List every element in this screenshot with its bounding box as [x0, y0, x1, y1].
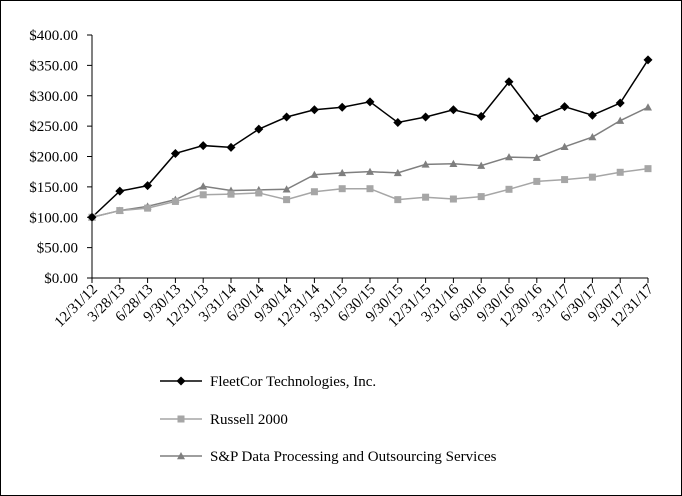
data-point-series-1	[477, 193, 485, 201]
data-point-series-2	[505, 153, 513, 161]
data-point-series-2	[588, 133, 597, 141]
data-point-series-0	[393, 117, 403, 127]
legend-label: FleetCor Technologies, Inc.	[210, 374, 376, 390]
data-point-series-1	[616, 168, 624, 176]
data-point-series-1	[310, 188, 318, 196]
data-point-series-2	[477, 161, 486, 169]
data-point-series-1	[199, 191, 207, 199]
data-point-series-1	[644, 165, 652, 173]
data-point-series-0	[143, 181, 153, 191]
y-tick-label: $350.00	[29, 58, 78, 74]
data-point-series-0	[421, 112, 431, 122]
data-point-series-2	[199, 182, 208, 190]
data-point-series-0	[532, 113, 542, 123]
data-point-series-0	[170, 148, 180, 158]
data-point-series-2	[393, 168, 402, 177]
data-point-series-0	[365, 97, 375, 107]
data-point-series-1	[449, 195, 457, 203]
data-point-series-1	[144, 204, 152, 212]
data-point-series-1	[422, 193, 430, 201]
series-lines	[91, 59, 649, 218]
y-tick-label: $300.00	[29, 89, 78, 105]
data-point-series-0	[254, 124, 264, 134]
data-point-series-0	[309, 105, 319, 115]
data-point-series-1	[171, 197, 179, 205]
data-point-series-0	[337, 102, 347, 112]
data-point-series-0	[615, 98, 625, 108]
data-point-series-1	[588, 173, 596, 181]
legend-marker	[176, 376, 186, 386]
y-tick-label: $0.00	[44, 271, 78, 287]
data-point-series-0	[115, 186, 125, 196]
data-point-series-1	[116, 207, 124, 215]
series-line-0	[91, 59, 649, 218]
data-point-series-0	[226, 142, 236, 152]
data-point-series-2	[532, 153, 541, 161]
y-axis-ticks: $0.00 $50.00 $100.00 $150.00 $200.00 $250.00 $…	[29, 28, 92, 287]
data-point-series-0	[560, 102, 570, 112]
legend-marker	[177, 452, 185, 460]
data-point-series-2	[560, 142, 569, 150]
data-point-series-0	[198, 141, 208, 151]
data-point-series-0	[504, 77, 514, 87]
y-tick-label: $150.00	[29, 180, 78, 196]
data-point-series-1	[366, 185, 374, 193]
y-tick-label: $250.00	[29, 119, 78, 135]
data-point-series-2	[421, 160, 430, 168]
data-point-series-1	[227, 190, 235, 198]
data-point-series-1	[533, 177, 541, 185]
data-point-series-0	[282, 112, 292, 122]
legend-label: Russell 2000	[210, 412, 288, 428]
series-line-1	[91, 167, 649, 218]
data-point-series-2	[616, 116, 625, 124]
data-point-series-0	[587, 110, 597, 120]
data-point-series-1	[394, 196, 402, 204]
y-tick-label: $100.00	[29, 210, 78, 226]
legend-marker	[177, 415, 185, 423]
series-markers	[87, 55, 653, 222]
legend-label: S&P Data Processing and Outsourcing Serv…	[210, 449, 497, 465]
y-tick-label: $50.00	[37, 241, 78, 257]
data-point-series-1	[255, 189, 263, 197]
data-point-series-0	[476, 111, 486, 121]
legend: FleetCor Technologies, Inc. Russell 2000 S…	[160, 374, 497, 465]
data-point-series-2	[310, 170, 319, 178]
x-axis-ticks: 12/31/123/28/136/28/139/30/1312/31/133/3…	[52, 278, 657, 331]
data-point-series-0	[448, 105, 458, 115]
data-point-series-2	[449, 159, 458, 167]
data-point-series-1	[505, 185, 513, 193]
data-point-series-2	[644, 103, 652, 111]
y-tick-label: $400.00	[29, 28, 78, 44]
data-point-series-2	[366, 167, 374, 175]
data-point-series-1	[283, 196, 291, 204]
data-point-series-2	[282, 185, 291, 193]
data-point-series-0	[643, 55, 653, 65]
data-point-series-1	[561, 176, 569, 184]
y-tick-label: $200.00	[29, 150, 78, 166]
data-point-series-1	[338, 185, 346, 193]
data-point-series-2	[338, 168, 347, 177]
